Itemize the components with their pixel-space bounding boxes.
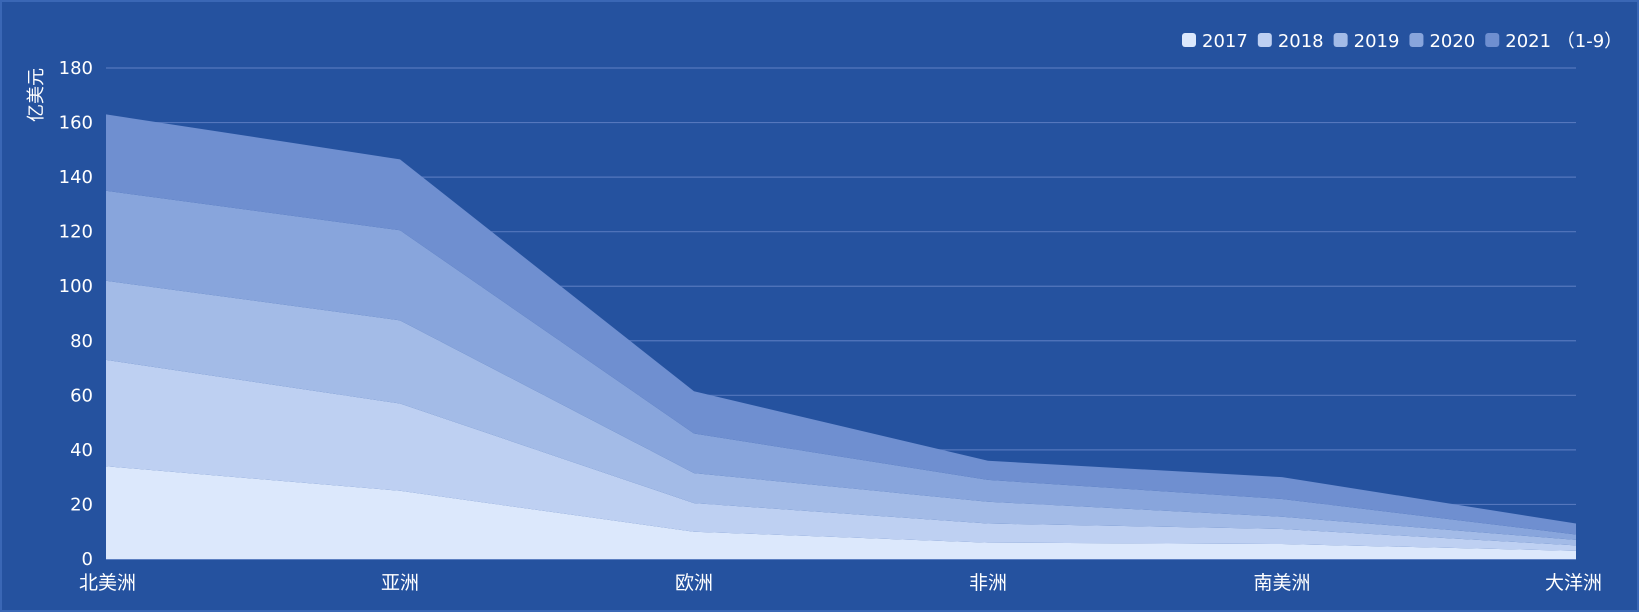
legend-label: 2018 <box>1278 31 1324 52</box>
x-category-label: 北美洲 <box>79 572 136 594</box>
x-category-label: 南美洲 <box>1253 572 1310 594</box>
legend-label: 2019 <box>1354 31 1400 52</box>
y-axis-label: 亿美元 <box>26 68 47 122</box>
x-category-label: 非洲 <box>969 572 1007 594</box>
x-category-label: 欧洲 <box>675 572 713 594</box>
area-series-0 <box>106 466 1576 559</box>
area-series-3 <box>106 190 1576 540</box>
y-tick-label: 100 <box>59 276 93 297</box>
legend-label: 2020 <box>1429 31 1475 52</box>
legend: 2017 2018 2019 2020 2021 （1-9） <box>1182 31 1622 52</box>
legend-swatch <box>1409 33 1424 47</box>
legend-swatch <box>1182 33 1196 47</box>
y-axis-ticks: 0 20 40 60 80 100 120 140 160 180 <box>59 58 93 570</box>
area-series-2 <box>106 280 1576 546</box>
legend-swatch <box>1485 33 1500 47</box>
legend-label: 2021 （1-9） <box>1505 31 1622 52</box>
area-series-1 <box>106 359 1576 551</box>
legend-label: 2017 <box>1202 31 1248 52</box>
x-category-label: 亚洲 <box>381 572 419 594</box>
x-category-label: 大洋洲 <box>1545 572 1602 594</box>
y-tick-label: 120 <box>59 222 93 243</box>
y-tick-label: 40 <box>70 440 93 461</box>
y-tick-label: 80 <box>70 331 93 352</box>
y-tick-label: 140 <box>59 167 93 188</box>
x-axis-labels: 北美洲 亚洲 欧洲 非洲 南美洲 大洋洲 <box>79 572 1602 594</box>
area-series <box>106 114 1576 559</box>
area-series-4 <box>106 114 1576 535</box>
y-tick-label: 180 <box>59 58 93 79</box>
y-tick-label: 0 <box>82 549 93 570</box>
y-tick-label: 20 <box>70 494 93 515</box>
legend-swatch <box>1257 33 1272 47</box>
legend-swatch <box>1333 33 1348 47</box>
y-tick-label: 60 <box>70 385 93 406</box>
y-tick-label: 160 <box>59 113 93 134</box>
